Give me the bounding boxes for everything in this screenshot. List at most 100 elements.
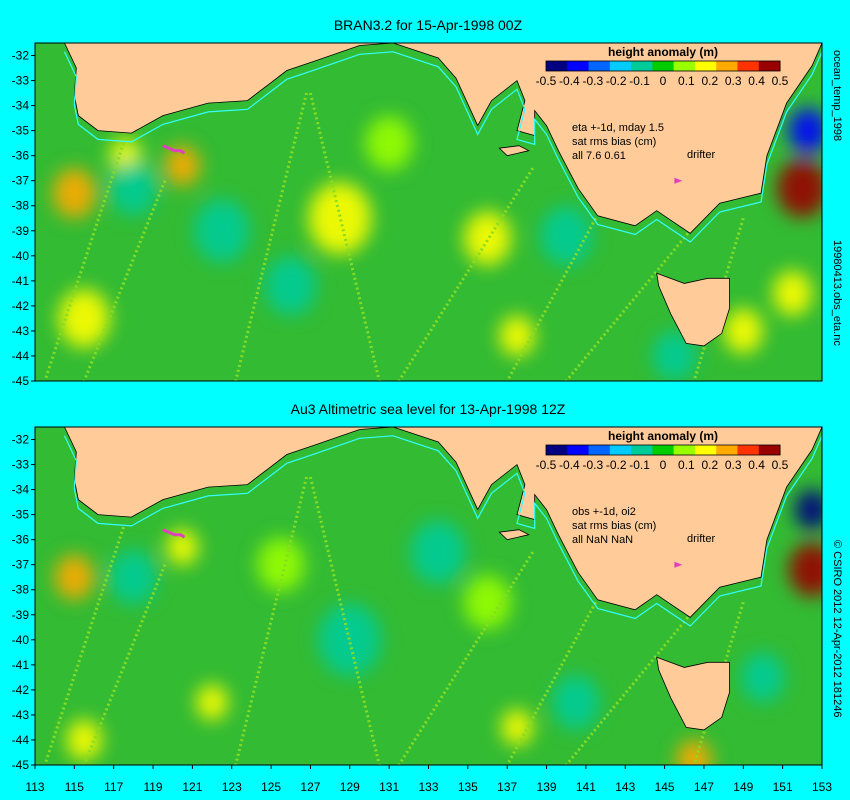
satellite-track — [308, 476, 381, 765]
latitude-tick-label: -41 — [12, 658, 30, 672]
anomaly-patch — [652, 331, 697, 381]
latitude-tick-label: -37 — [12, 558, 30, 572]
colorbar-label: 0.1 — [678, 74, 695, 88]
longitude-tick-label: 147 — [694, 780, 714, 794]
colorbar-label: 0.3 — [725, 74, 742, 88]
colorbar-label: 0.2 — [701, 458, 718, 472]
anomaly-patch — [194, 199, 250, 263]
colorbar-label: -0.3 — [582, 458, 603, 472]
latitude-ticks: -32 -33 -34 -35 -36 -37 -38 -39 -40 -41 -42 -43 -44 -… — [12, 433, 35, 772]
map-panel-2: -32 -33 -34 -35 -36 -37 -38 -39 -40 -41 -42 -43 -44 -… — [12, 426, 843, 772]
latitude-tick-label: -34 — [12, 99, 30, 113]
shelf-contour — [63, 435, 822, 627]
latitude-tick-label: -33 — [12, 458, 30, 472]
colorbar-label: 0.2 — [701, 74, 718, 88]
drifter-track — [162, 144, 186, 155]
latitude-tick-label: -44 — [12, 349, 30, 363]
colorbar-swatch — [609, 445, 632, 455]
latitude-tick-label: -45 — [12, 374, 30, 388]
colorbar-swatch — [758, 61, 781, 71]
latitude-tick-label: -36 — [12, 149, 30, 163]
colorbar-label: 0.4 — [748, 458, 765, 472]
colorbar-frame — [545, 60, 781, 72]
colorbar-swatch — [737, 61, 760, 71]
mainland — [64, 427, 822, 618]
longitude-tick-label: 127 — [300, 780, 320, 794]
satellite-track — [397, 551, 535, 765]
latitude-tick-label: -37 — [12, 174, 30, 188]
panel-2-title: Au3 Altimetric sea level for 13-Apr-1998… — [291, 401, 566, 417]
longitude-tick-label: 149 — [733, 780, 753, 794]
anomaly-patch — [463, 211, 512, 266]
satellite-track — [43, 526, 125, 765]
longitude-tick-label: 137 — [497, 780, 517, 794]
anomaly-patch — [772, 270, 813, 316]
panel-1-title: BRAN3.2 for 15-Apr-1998 00Z — [334, 17, 523, 33]
anomaly-patch — [741, 652, 785, 703]
longitude-tick-label: 133 — [418, 780, 438, 794]
drifter-legend-label: drifter — [687, 149, 715, 161]
satellite-track — [565, 224, 696, 381]
anomaly-patch — [540, 206, 592, 266]
colorbar-title: height anomaly (m) — [608, 45, 718, 59]
anomaly-patch — [463, 575, 512, 630]
satellite-track — [505, 601, 598, 765]
latitude-tick-label: -43 — [12, 324, 30, 338]
colorbar-swatch — [652, 61, 675, 71]
colorbar: height anomaly (m) -0.5 -0.4 -0.3 -0.2 -0.1 0… — [536, 45, 789, 88]
colorbar-swatch — [716, 61, 738, 71]
drifter-track — [162, 528, 186, 539]
longitude-tick-label: 141 — [576, 780, 596, 794]
anomaly-patch — [52, 168, 96, 219]
satellite-track — [82, 564, 167, 765]
satellite-track — [308, 92, 381, 381]
info-line-2: sat rms bias (cm) — [572, 520, 656, 532]
latitude-tick-label: -40 — [12, 633, 30, 647]
anomaly-patch — [788, 542, 822, 597]
longitude-tick-label: 131 — [379, 780, 399, 794]
satellite-track — [43, 142, 125, 381]
longitude-tick-label: 113 — [25, 780, 44, 794]
info-line-1: eta +-1d, mday 1.5 — [572, 122, 664, 134]
side-label-top: ocean_temp_1998 — [831, 50, 843, 141]
colorbar-label: -0.3 — [582, 74, 603, 88]
anomaly-patch — [66, 719, 102, 761]
anomaly-patch — [109, 161, 157, 216]
anomaly-patch — [501, 709, 533, 746]
info-line-3: all NaN NaN — [572, 534, 633, 546]
colorbar-swatch — [716, 445, 738, 455]
colorbar-swatch — [673, 445, 696, 455]
latitude-tick-label: -39 — [12, 608, 30, 622]
anomaly-patch — [552, 675, 600, 730]
anomaly-patch — [109, 550, 157, 605]
satellite-track — [397, 167, 535, 381]
land-mass — [63, 427, 822, 731]
latitude-tick-label: -33 — [12, 74, 30, 88]
info-line-2: sat rms bias (cm) — [572, 136, 656, 148]
anomaly-field — [54, 489, 822, 765]
info-line-3: all 7.6 0.61 — [572, 150, 626, 162]
anomaly-patch — [164, 145, 201, 186]
latitude-tick-label: -43 — [12, 708, 30, 722]
longitude-tick-label: 123 — [222, 780, 242, 794]
tasmania — [656, 272, 730, 347]
anomaly-patch — [196, 684, 228, 721]
colorbar-label: -0.2 — [606, 458, 627, 472]
latitude-tick-label: -38 — [12, 583, 30, 597]
satellite-track — [505, 217, 598, 381]
colorbar-swatch — [652, 445, 675, 455]
latitude-tick-label: -39 — [12, 224, 30, 238]
colorbar-label: -0.2 — [606, 74, 627, 88]
colorbar-label: 0.3 — [725, 458, 742, 472]
colorbar-swatch — [609, 61, 632, 71]
info-line-1: obs +-1d, oi2 — [572, 506, 636, 518]
colorbar-swatch — [631, 445, 653, 455]
anomaly-patch — [58, 289, 110, 348]
anomaly-patch — [265, 256, 317, 316]
colorbar-swatch — [588, 445, 611, 455]
anomaly-patch — [54, 554, 95, 600]
latitude-ticks: -32 -33 -34 -35 -36 -37 -38 -39 -40 -41 -42 -43 -44 -… — [12, 49, 35, 388]
colorbar-title: height anomaly (m) — [608, 429, 718, 443]
longitude-tick-label: 115 — [65, 780, 84, 794]
